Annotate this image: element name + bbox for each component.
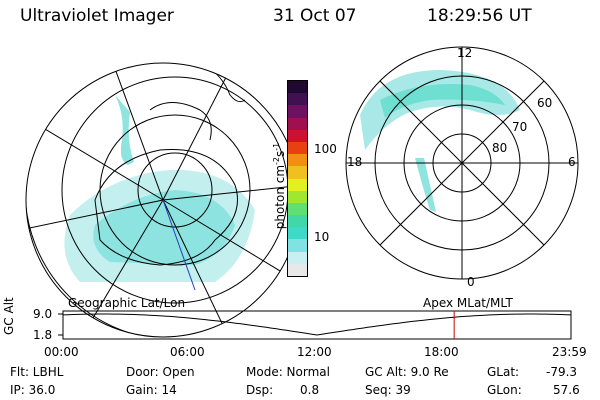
colorbar-segment xyxy=(288,141,307,155)
dsp-label: Dsp: xyxy=(246,383,274,397)
colorbar-segment xyxy=(288,263,307,276)
alt-tick-high: 9.0 xyxy=(33,307,53,321)
colorbar-segment xyxy=(288,154,307,167)
seq-status: Seq: 39 xyxy=(365,383,411,397)
ip-status: IP: 36.0 xyxy=(10,383,56,397)
colorbar-segment xyxy=(288,190,307,203)
time-tick-2359: 23:59 xyxy=(552,345,587,359)
alt-tick-low: 1.8 xyxy=(33,328,53,342)
altitude-axis-label: GC Alt xyxy=(2,297,16,335)
glat-label: GLat: xyxy=(487,365,520,379)
unit-seconds: s xyxy=(273,150,287,157)
colorbar-segment xyxy=(288,129,307,142)
colorbar-segment xyxy=(288,93,307,106)
colorbar-segment xyxy=(288,251,307,264)
glon-value: 57.6 xyxy=(553,383,580,397)
gc-alt-status: GC Alt: 9.0 Re xyxy=(365,365,449,379)
colorbar-segment xyxy=(288,215,307,228)
instrument-title: Ultraviolet Imager xyxy=(20,6,174,26)
colorbar-unit: photon cm-2s-1 xyxy=(272,116,288,256)
time-tick-1200: 12:00 xyxy=(297,345,332,359)
colorbar-segment xyxy=(288,202,307,216)
time-tick-1800: 18:00 xyxy=(424,345,459,359)
time-tick-0600: 06:00 xyxy=(170,345,205,359)
observation-time: 18:29:56 UT xyxy=(427,6,532,26)
glon-label: GLon: xyxy=(487,383,522,397)
mlt-label-12: 12 xyxy=(457,46,473,60)
observation-date: 31 Oct 07 xyxy=(273,6,357,26)
mlt-label-0: 0 xyxy=(467,275,475,289)
gain-status: Gain: 14 xyxy=(126,383,177,397)
colorbar-segment xyxy=(288,117,307,130)
dsp-value: 0.8 xyxy=(300,383,320,397)
filter-status: Flt: LBHL xyxy=(10,365,64,379)
mlt-label-6: 6 xyxy=(568,155,576,169)
mlt-label-18: 18 xyxy=(347,155,363,169)
colorbar-tick-100: 100 xyxy=(314,142,337,156)
intensity-colorbar xyxy=(287,80,308,277)
unit-exponent-cm: -2 xyxy=(272,156,281,165)
colorbar-segment xyxy=(288,227,307,240)
time-tick-0000: 00:00 xyxy=(44,345,79,359)
right-map-caption: Apex MLat/MLT xyxy=(423,296,513,310)
left-map-caption: Geographic Lat/Lon xyxy=(68,296,186,310)
mode-status: Mode: Normal xyxy=(246,365,330,379)
lat-label-60: 60 xyxy=(537,96,553,110)
unit-exponent-s: -1 xyxy=(272,142,281,151)
colorbar-segment xyxy=(288,239,307,252)
colorbar-tick-10: 10 xyxy=(314,230,330,244)
glat-value: -79.3 xyxy=(546,365,578,379)
unit-base: photon cm xyxy=(273,164,287,230)
lat-label-70: 70 xyxy=(512,120,528,134)
colorbar-segment xyxy=(288,105,307,118)
colorbar-segment xyxy=(288,81,307,94)
lat-label-80: 80 xyxy=(492,141,508,155)
door-status: Door: Open xyxy=(126,365,195,379)
colorbar-segment xyxy=(288,166,307,179)
colorbar-segment xyxy=(288,178,307,191)
